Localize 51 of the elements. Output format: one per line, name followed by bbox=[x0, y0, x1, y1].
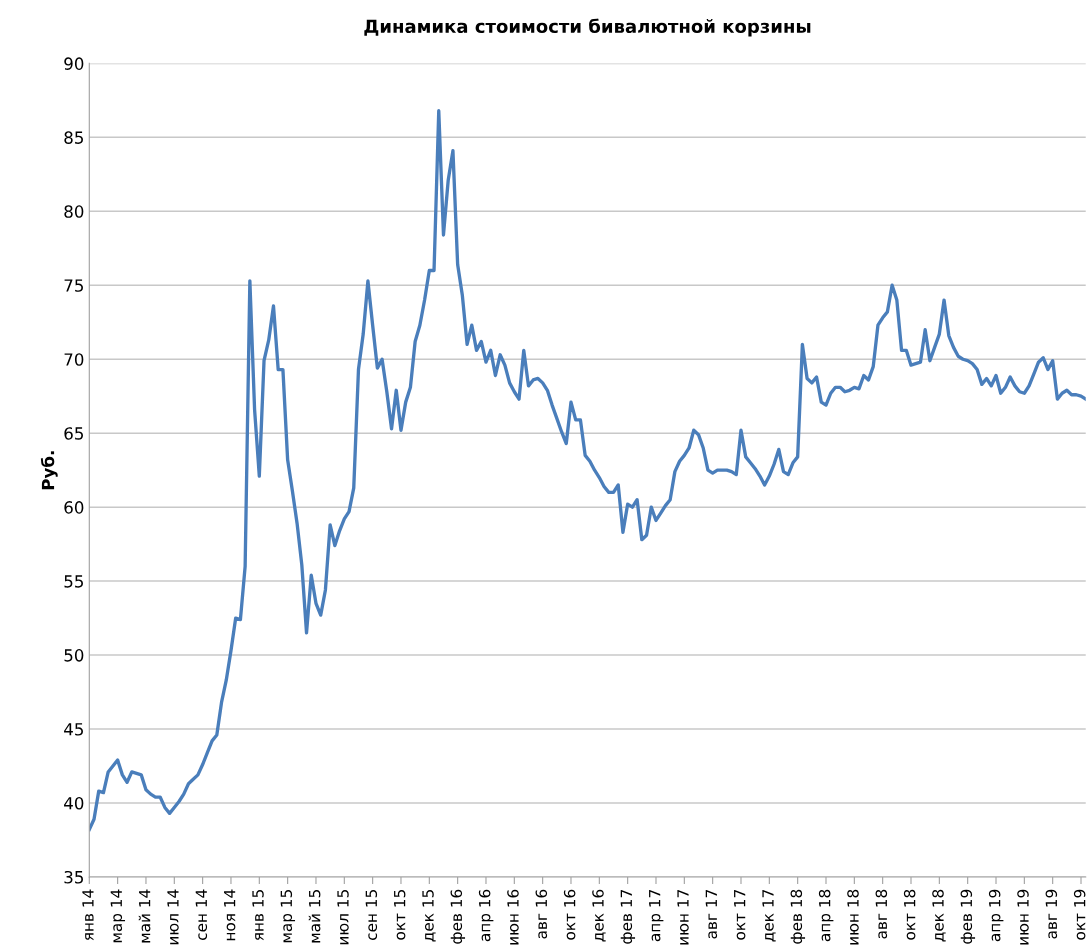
x-tick-label: апр 17 bbox=[649, 890, 664, 942]
x-tick-label: мар 14 bbox=[110, 889, 126, 943]
y-tick-label: 55 bbox=[64, 575, 83, 588]
y-tick-label: 75 bbox=[64, 279, 83, 292]
y-tick-label: 80 bbox=[64, 205, 84, 218]
x-tick-label: май 15 bbox=[308, 890, 321, 943]
y-axis-title: Руб. bbox=[40, 451, 58, 490]
y-tick-label: 40 bbox=[64, 796, 84, 810]
x-tick-label: янв 14 bbox=[82, 889, 94, 941]
x-tick-label: дек 15 bbox=[422, 890, 436, 942]
x-tick-label: апр 18 bbox=[818, 889, 834, 942]
x-tick-label: окт 16 bbox=[563, 889, 576, 940]
x-tick-label: июн 16 bbox=[507, 889, 519, 945]
x-tick-label: ноя 14 bbox=[224, 889, 236, 941]
line-series bbox=[89, 109, 1086, 832]
x-tick-label: окт 19 bbox=[1073, 889, 1086, 940]
x-tick-label: апр 16 bbox=[478, 889, 494, 942]
x-tick-label: мар 15 bbox=[280, 890, 296, 943]
y-tick-label: 50 bbox=[64, 649, 84, 662]
x-tick-label: июн 17 bbox=[677, 890, 689, 945]
x-tick-label: авг 16 bbox=[535, 889, 548, 939]
x-tick-label: авг 19 bbox=[1045, 889, 1058, 939]
x-tick-label: май 14 bbox=[138, 889, 151, 943]
x-tick-label: сен 14 bbox=[195, 889, 208, 940]
y-tick-label: 90 bbox=[64, 57, 84, 70]
y-tick-label: 85 bbox=[64, 131, 83, 144]
y-tick-label: 35 bbox=[64, 870, 83, 884]
x-tick-label: июл 15 bbox=[337, 890, 349, 945]
x-tick-label: янв 15 bbox=[252, 890, 264, 941]
x-tick-label: авг 18 bbox=[875, 889, 888, 939]
y-tick-label: 65 bbox=[64, 427, 83, 440]
x-tick-label: окт 17 bbox=[734, 890, 746, 940]
x-tick-label: июн 19 bbox=[1017, 889, 1029, 945]
x-tick-label: окт 18 bbox=[903, 889, 916, 940]
x-tick-label: фев 18 bbox=[790, 889, 806, 944]
x-tick-label: фев 17 bbox=[620, 890, 636, 944]
x-tick-label: апр 19 bbox=[988, 889, 1004, 942]
x-tick-label: дек 17 bbox=[762, 890, 776, 942]
y-tick-label: 45 bbox=[64, 723, 83, 736]
x-tick-label: авг 17 bbox=[705, 890, 718, 939]
x-tick-label: фев 19 bbox=[960, 889, 976, 944]
x-tick-label: июн 18 bbox=[847, 889, 859, 945]
x-tick-label: дек 18 bbox=[932, 889, 946, 942]
x-tick-label: июл 14 bbox=[167, 889, 179, 945]
x-tick-label: фев 16 bbox=[450, 889, 466, 944]
chart-title: Динамика стоимости бивалютной корзины bbox=[364, 18, 811, 37]
x-tick-label: окт 15 bbox=[394, 890, 406, 940]
x-tick-label: сен 15 bbox=[365, 890, 378, 940]
y-tick-label: 60 bbox=[64, 501, 84, 514]
x-tick-label: дек 16 bbox=[592, 889, 606, 942]
y-tick-label: 70 bbox=[64, 353, 84, 366]
